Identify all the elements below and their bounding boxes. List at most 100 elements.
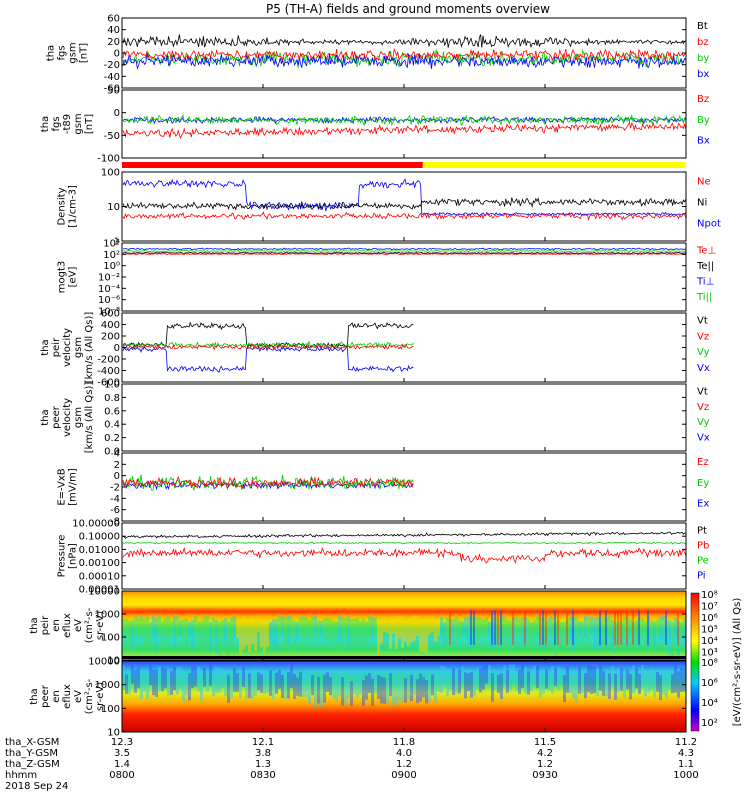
spec-streak — [548, 671, 551, 691]
series-line-peir-velocity-2 — [122, 340, 414, 350]
spec-streak — [452, 668, 455, 696]
legend-entry: Bx — [697, 136, 710, 147]
spec-streak — [251, 670, 254, 699]
spec-streak — [482, 619, 485, 639]
spec-streak — [629, 619, 632, 638]
spec-streak — [629, 674, 632, 700]
spec-streak — [650, 668, 653, 691]
panel-fgs-t89: 50 0 -50 -100 tha fgs -t89 gsm [nT] Bz By Bx — [40, 86, 710, 165]
ytick-label: 0.6 — [104, 406, 120, 417]
spec-streak — [500, 673, 503, 699]
panel-frame — [121, 452, 687, 522]
spec-streak — [332, 678, 335, 699]
spec-streak — [419, 673, 422, 702]
series-line-pressure-0 — [122, 546, 687, 564]
spec-streak — [167, 674, 170, 696]
spec-streak — [566, 666, 569, 693]
spec-streak — [434, 673, 437, 702]
ylabel-peer-spec: (cm²-s- — [84, 678, 95, 714]
legend-entry: bz — [697, 37, 709, 48]
spec-streak — [173, 667, 176, 691]
ylabel-fgs: fgs — [57, 45, 68, 60]
spec-streak — [281, 675, 284, 699]
spec-streak — [410, 616, 413, 643]
spec-streak — [296, 677, 299, 696]
spec-streak — [152, 669, 155, 696]
spec-streak — [176, 667, 179, 695]
spec-streak — [491, 610, 493, 645]
spec-streak — [395, 615, 398, 650]
ylabel-peer-velocity: gsm — [73, 407, 84, 428]
spec-streak — [122, 665, 125, 690]
ytick-label: 10⁻⁶ — [98, 295, 120, 306]
spec-streak — [203, 668, 206, 687]
spec-streak — [494, 671, 497, 691]
ytick-label: 10⁰ — [103, 261, 120, 272]
spec-streak — [470, 672, 473, 698]
panel-peer-velocity: 1.0 0.8 0.6 0.4 0.2 0.0 tha peer velocity gsm [km/… — [40, 380, 710, 458]
ytick-label: 0 — [114, 343, 120, 354]
spec-streak — [578, 666, 581, 694]
spec-streak — [635, 620, 638, 644]
spec-streak — [479, 668, 482, 693]
spec-streak — [548, 617, 551, 632]
ylabel-peer-velocity: [km/s (All Qs)] — [84, 382, 95, 454]
spec-streak — [527, 670, 530, 695]
spec-streak — [611, 666, 614, 687]
spec-streak — [647, 671, 650, 694]
spec-streak — [452, 619, 455, 634]
ylabel-fgs-t89: [nT] — [84, 114, 95, 134]
ylabel-peir-spec: (cm²-s- — [84, 607, 95, 643]
colorbar-tick: 10⁷ — [701, 602, 718, 613]
spec-streak — [650, 620, 653, 650]
ytick-label: 10.00000 — [72, 519, 120, 530]
spec-streak — [644, 670, 647, 697]
spec-streak — [221, 620, 224, 639]
spec-streak — [260, 618, 263, 648]
spec-streak — [524, 666, 527, 694]
colorbar-tick: 10⁴ — [701, 636, 718, 647]
ytick-label: 100 — [101, 168, 120, 179]
spec-streak — [497, 610, 499, 645]
ytick-label: 400 — [101, 320, 120, 331]
ylabel-peir-velocity: tha — [40, 339, 51, 355]
spec-streak — [599, 665, 602, 691]
ytick-label: 10 — [107, 728, 120, 739]
spec-streak — [140, 615, 143, 638]
series-line-density-1 — [122, 197, 687, 211]
spec-streak — [596, 668, 599, 696]
spec-streak — [632, 665, 635, 694]
ytick-label: 100 — [101, 704, 120, 715]
xaxis-tick-label: 3.8 — [255, 748, 271, 759]
spec-streak — [353, 618, 356, 643]
spec-streak — [656, 672, 659, 692]
spec-streak — [317, 620, 320, 639]
spec-streak — [665, 610, 667, 645]
ylabel-peir-spec: tha — [29, 617, 40, 633]
ytick-label: 0.8 — [104, 393, 120, 404]
spec-streak — [506, 620, 509, 643]
spec-streak — [302, 672, 305, 698]
xaxis-tick-label: 12.1 — [252, 737, 274, 748]
ylabel-peer-spec: eV — [73, 690, 84, 703]
ytick-label: -4 — [110, 494, 120, 505]
spec-streak — [146, 616, 149, 649]
xaxis-tick-label: 0930 — [532, 770, 557, 781]
xaxis-tick-label: 11.2 — [675, 737, 697, 748]
xaxis-row-label: tha_Y-GSM — [5, 748, 58, 759]
spec-streak — [569, 671, 572, 693]
spec-streak — [281, 615, 284, 635]
ytick-label: 10² — [103, 250, 120, 261]
xaxis-tick-label: 1000 — [673, 770, 698, 781]
spec-streak — [440, 616, 443, 635]
series-line-fgs-t89-1 — [122, 113, 687, 127]
spec-streak — [473, 673, 476, 697]
series-line-fgs-0 — [122, 48, 687, 68]
legend-entry: Ex — [697, 499, 709, 510]
spec-streak — [302, 616, 305, 648]
legend-entry: Vx — [697, 432, 710, 443]
ylabel-fgs-t89: fgs — [51, 116, 62, 131]
legend-entry: By — [697, 115, 710, 126]
spec-streak — [617, 610, 619, 645]
spec-streak — [668, 670, 671, 690]
